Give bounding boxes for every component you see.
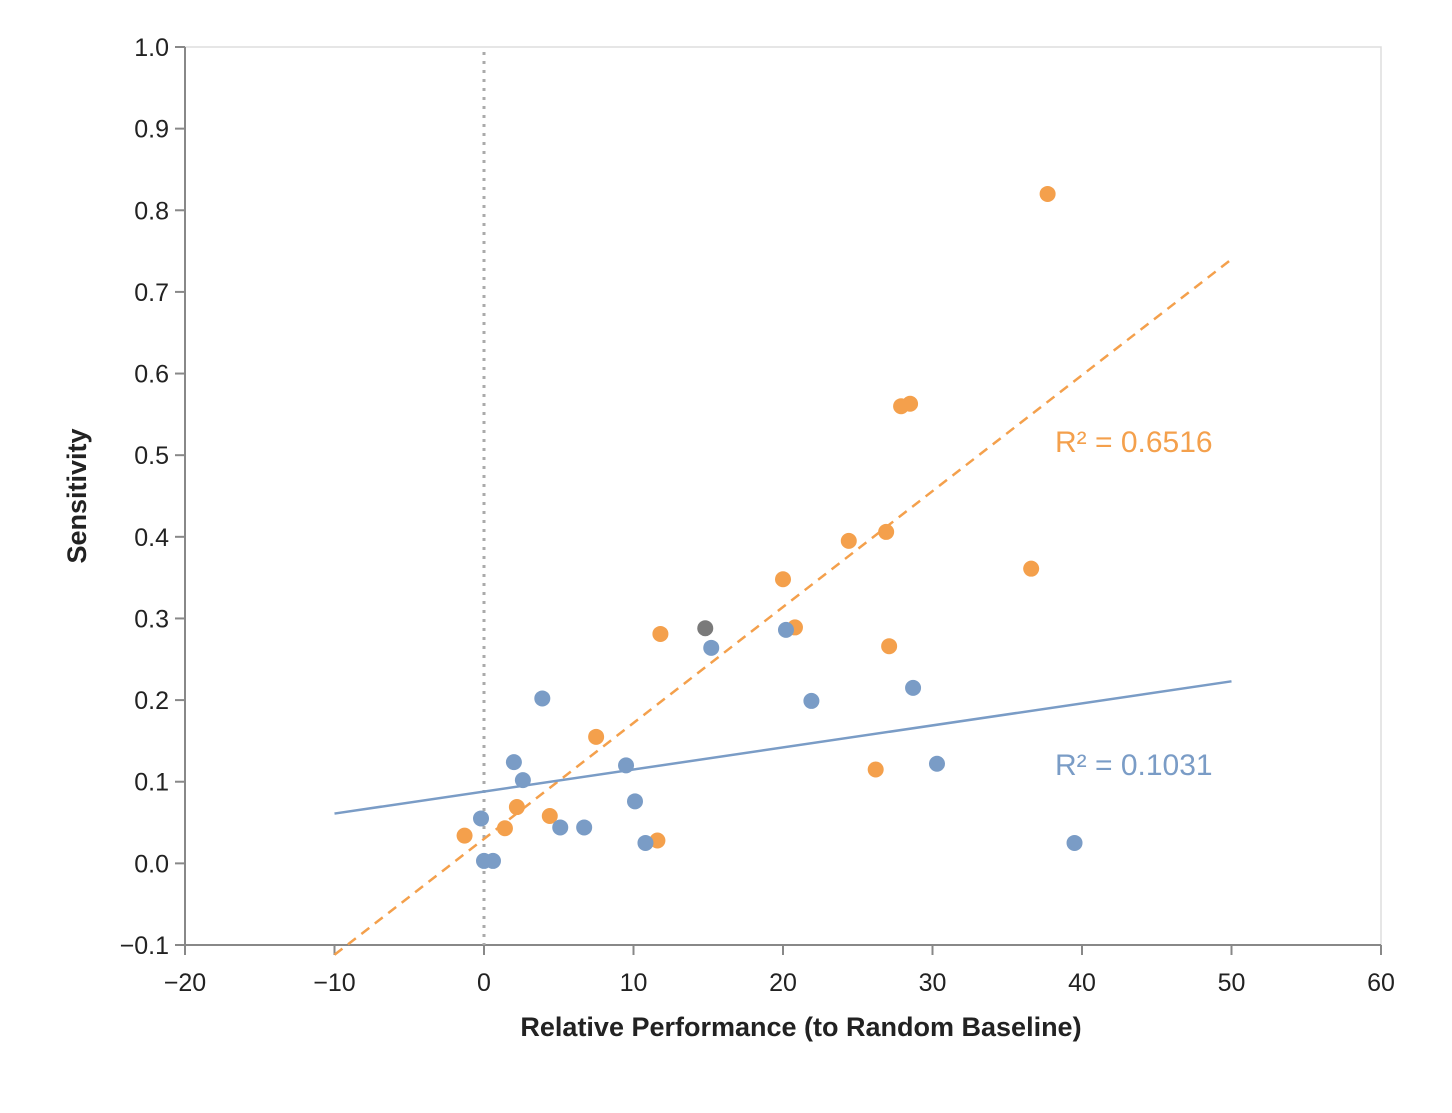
data-point-series-1 <box>803 692 820 709</box>
data-point-series-1 <box>534 690 551 707</box>
y-tick-label: 0.1 <box>134 769 169 797</box>
x-tick-label: 0 <box>477 969 491 997</box>
y-tick-label: 0.8 <box>134 197 169 225</box>
data-point-series-1 <box>626 793 643 810</box>
y-tick-label: 0.7 <box>134 279 169 307</box>
y-tick-label: −0.1 <box>120 932 169 960</box>
x-tick-label: 40 <box>1068 969 1096 997</box>
data-point-series-0 <box>652 625 669 642</box>
data-point-series-0 <box>867 761 884 778</box>
data-point-series-0 <box>496 820 513 837</box>
y-tick-label: 0.9 <box>134 116 169 144</box>
data-point-series-1 <box>1066 834 1083 851</box>
r2-annotation-series-1: R² = 0.1031 <box>1055 749 1213 782</box>
data-point-series-0 <box>456 827 473 844</box>
data-point-series-0 <box>1039 185 1056 202</box>
trendline-series-0 <box>333 258 1233 956</box>
x-tick-label: −10 <box>313 969 355 997</box>
data-point-series-1 <box>637 834 654 851</box>
data-point-series-1 <box>505 754 522 771</box>
x-tick-label: 30 <box>919 969 947 997</box>
y-tick-label: 0.3 <box>134 605 169 633</box>
data-point-series-1 <box>905 679 922 696</box>
data-point-series-0 <box>840 532 857 549</box>
y-tick-label: 0.0 <box>134 850 169 878</box>
data-point-series-1 <box>576 819 593 836</box>
data-point-series-0 <box>541 808 558 825</box>
data-point-series-0 <box>1023 560 1040 577</box>
data-point-series-0 <box>775 571 791 588</box>
y-tick-label: 0.6 <box>134 361 169 389</box>
y-tick-label: 1.0 <box>134 34 169 62</box>
data-point-series-1 <box>777 621 794 638</box>
trendline-series-1 <box>334 680 1232 815</box>
data-point-series-1 <box>552 819 569 836</box>
data-point-series-1 <box>484 852 501 869</box>
data-point-series-1 <box>703 639 720 656</box>
x-tick-label: 50 <box>1218 969 1246 997</box>
data-point-series-0 <box>881 638 898 655</box>
y-axis-title: Sensitivity <box>62 428 92 563</box>
x-tick-label: −20 <box>164 969 206 997</box>
data-point-series-0 <box>878 523 895 540</box>
data-point-series-1 <box>514 772 531 789</box>
y-tick-label: 0.2 <box>134 687 169 715</box>
data-point-series-0 <box>902 395 919 412</box>
r2-annotation-series-0: R² = 0.6516 <box>1055 426 1213 459</box>
data-point-series-1 <box>618 757 635 774</box>
x-tick-label: 20 <box>769 969 797 997</box>
y-tick-label: 0.4 <box>134 524 169 552</box>
data-point-series-2 <box>697 620 714 637</box>
data-point-series-0 <box>649 832 666 849</box>
data-point-series-0 <box>508 799 525 816</box>
data-point-series-1 <box>928 755 945 772</box>
data-point-series-1 <box>473 810 490 827</box>
x-axis-title: Relative Performance (to Random Baseline… <box>520 1012 1081 1042</box>
x-tick-label: 10 <box>620 969 648 997</box>
x-tick-label: 60 <box>1367 969 1395 997</box>
y-tick-label: 0.5 <box>134 442 169 470</box>
data-point-series-0 <box>588 728 605 745</box>
